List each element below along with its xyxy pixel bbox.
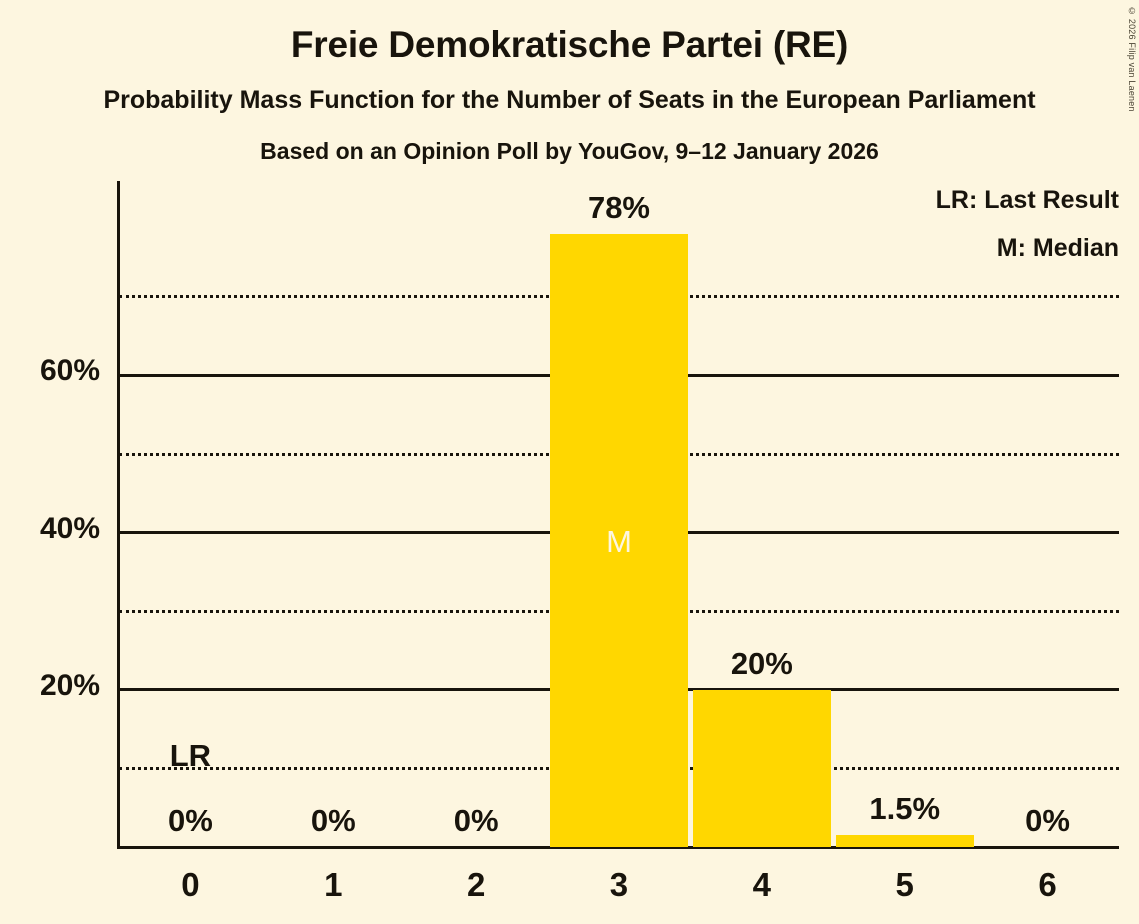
chart-source-line: Based on an Opinion Poll by YouGov, 9–12…	[260, 138, 879, 164]
bar-value-label-4: 20%	[730, 645, 793, 681]
x-tick-label-2: 2	[466, 866, 486, 903]
bar-value-label-6: 0%	[1025, 803, 1070, 838]
bar-value-label-2: 0%	[453, 803, 499, 838]
x-tick-label-5: 5	[895, 866, 914, 903]
x-tick-label-3: 3	[609, 866, 629, 903]
x-tick-label-6: 6	[1038, 866, 1057, 903]
x-axis-line	[117, 846, 1119, 849]
bar-value-label-3: 78%	[587, 189, 650, 225]
x-tick-label-4: 4	[752, 866, 772, 903]
bar-seats-3[interactable]	[550, 233, 688, 847]
y-tick-label-60: 60%	[39, 354, 100, 388]
chart-subtitle: Probability Mass Function for the Number…	[103, 86, 1036, 114]
y-tick-label-40: 40%	[39, 511, 100, 545]
bar-value-label-0: 0%	[168, 803, 213, 838]
x-tick-label-0: 0	[181, 866, 200, 903]
bar-seats-4[interactable]	[692, 689, 831, 847]
x-tick-label-1: 1	[324, 866, 343, 903]
median-marker: M	[606, 524, 632, 560]
page-title: Freie Demokratische Partei (RE)	[290, 24, 849, 65]
bar-seats-5[interactable]	[835, 835, 974, 847]
y-tick-label-20: 20%	[39, 668, 100, 702]
last-result-marker: LR	[169, 738, 212, 774]
copyright-notice: © 2026 Filip van Laenen	[1127, 6, 1137, 112]
bar-value-label-5: 1.5%	[869, 791, 941, 827]
y-axis-line	[117, 181, 120, 849]
bar-value-label-1: 0%	[310, 803, 356, 838]
legend-median: M: Median	[996, 234, 1119, 262]
legend-last-result: LR: Last Result	[935, 186, 1119, 214]
